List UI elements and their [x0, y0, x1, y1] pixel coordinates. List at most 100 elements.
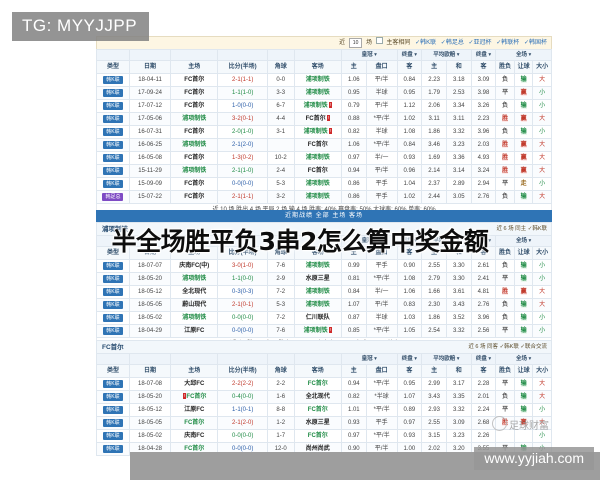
table-row[interactable]: 韩K联 15-11-29 浦项制铁 2-1(1-0) 2-4 FC首尔 0.94 平/半 0.9… — [96, 164, 552, 178]
top-col-header-12[interactable]: 胜负 — [495, 60, 515, 74]
bottom-group-header-2[interactable]: 平均欧赔 ▾ — [421, 353, 472, 365]
same-home-away-checkbox[interactable] — [375, 37, 383, 44]
top-col-header-13[interactable]: 让球 — [513, 60, 534, 74]
bottom-group-header-4[interactable]: 全场 ▾ — [495, 353, 552, 365]
result-handicap: 输 — [513, 190, 534, 204]
mid-control-bar[interactable]: 近 6 场 同主 ✓韩K联 — [496, 223, 547, 236]
mid-col-header-11[interactable]: 客 — [470, 246, 497, 260]
bottom-control-bar[interactable]: 近 6 场 同客 ✓韩K联 ✓联合交流 — [468, 341, 547, 354]
top-col-header-2[interactable]: 主场 — [170, 60, 219, 74]
match-count-select[interactable]: 10 — [348, 38, 363, 48]
bottom-col-header-12[interactable]: 胜负 — [495, 364, 515, 378]
odds-away: 0.93 — [396, 429, 423, 443]
red-card-icon: ! — [328, 128, 332, 134]
league-filter-3[interactable]: ✓韩联杯 — [496, 40, 520, 46]
table-row[interactable]: 韩K联 16-06-25 浦项制铁 2-1(2-0) FC首尔 1.06 *平/半 0.84 3… — [96, 138, 552, 152]
bottom-col-header-5[interactable]: 客场 — [293, 364, 342, 378]
bottom-group-header-1[interactable]: 终盘 ▾ — [396, 353, 423, 365]
away-team: FC首尔 — [293, 164, 342, 178]
bottom-col-header-4[interactable]: 角球 — [266, 364, 295, 378]
result-handicap: 赢 — [513, 164, 534, 178]
away-team: 水原三星 — [293, 272, 342, 286]
table-row[interactable]: 韩K联 18-07-07 庆南FC(中) 3-0(1-0) 7-6 浦项制铁 0.99 平手 0… — [96, 259, 552, 273]
bottom-col-header-1[interactable]: 日期 — [128, 364, 172, 378]
divider-label[interactable]: 近期战绩 全部 主场 客场 — [96, 210, 552, 222]
top-col-header-14[interactable]: 大小 — [532, 60, 552, 74]
top-group-header-2[interactable]: 平均欧赔 ▾ — [421, 49, 472, 61]
top-group-header-1[interactable]: 终盘 ▾ — [396, 49, 423, 61]
odds-home: 0.97 — [340, 151, 367, 165]
table-row[interactable]: 韩K联 17-09-24 FC首尔 1-1(1-0) 3-3 浦项制铁 0.95 半球 0.95… — [96, 86, 552, 100]
top-group-header-4[interactable]: 全场 ▾ — [495, 49, 552, 61]
table-row[interactable]: 韩K联 18-04-11 FC首尔 2-1(1-1) 0-0 浦项制铁 1.06 平/半 0.8… — [96, 73, 552, 87]
top-col-header-5[interactable]: 客场 — [293, 60, 342, 74]
table-row[interactable]: 韩K联 15-09-09 FC首尔 0-0(0-0) 5-3 浦项制铁 0.86 平手 1.04… — [96, 177, 552, 191]
mid-col-header-9[interactable]: 主 — [421, 246, 447, 260]
top-group-header-3[interactable]: 终盘 ▾ — [470, 49, 497, 61]
league-filter-0[interactable]: ✓韩K联 — [415, 40, 437, 46]
bottom-col-header-2[interactable]: 主场 — [170, 364, 219, 378]
bottom-col-header-9[interactable]: 主 — [421, 364, 447, 378]
bottom-col-header-7[interactable]: 盘口 — [365, 364, 398, 378]
cell: 韩K联 — [96, 259, 130, 273]
mid-col-header-13[interactable]: 让球 — [513, 246, 534, 260]
table-row[interactable]: 韩K联 17-05-06 浦项制铁 3-2(0-1) 4-4 FC首尔! 0.88 *平/半 1… — [96, 112, 552, 126]
table-row[interactable]: 韩K联 18-05-05 FC首尔 2-1(2-0) 1-2 水原三星 0.93 平手 0.97… — [96, 416, 552, 430]
mid-col-header-2[interactable]: 主场 — [170, 246, 219, 260]
top-col-header-0[interactable]: 类型 — [96, 60, 130, 74]
bottom-count-select[interactable]: 6 — [475, 344, 479, 350]
table-row[interactable]: 韩K联 18-05-02 浦项制铁 0-0(0-0) 7-2 仁川联队 0.87 半球 1.03… — [96, 311, 552, 325]
top-control-bar[interactable]: 近 10 场 主客相同 ✓韩K联 ✓韩足总 ✓亚冠杯 ✓韩联杯 ✓韩国杯 — [96, 36, 552, 49]
mid-count-select[interactable]: 6 — [503, 226, 507, 232]
bottom-col-header-13[interactable]: 让球 — [513, 364, 534, 378]
top-col-header-7[interactable]: 盘口 — [365, 60, 398, 74]
bottom-col-header-8[interactable]: 客 — [396, 364, 423, 378]
table-row[interactable]: 韩K联 18-05-12 江原FC 1-1(0-1) 8-8 FC首尔 1.01 *平/半 0.… — [96, 403, 552, 417]
table-row[interactable]: 韩K联 16-07-31 FC首尔 2-0(1-0) 3-1 浦项制铁! 0.82 半球 1.0… — [96, 125, 552, 139]
bottom-league-filter-0[interactable]: ✓韩K联 — [499, 344, 519, 350]
top-col-header-9[interactable]: 主 — [421, 60, 447, 74]
league-filter-4[interactable]: ✓韩国杯 — [523, 40, 547, 46]
table-row[interactable]: 韩K联 18-07-08 大邱FC 2-2(2-2) 2-2 FC首尔 0.94 *平/半 0.… — [96, 377, 552, 391]
mid-col-header-10[interactable]: 和 — [445, 246, 472, 260]
mid-col-header-3[interactable]: 比分(半场) — [217, 246, 268, 260]
handicap: *半球 — [365, 390, 398, 404]
top-col-header-3[interactable]: 比分(半场) — [217, 60, 268, 74]
table-row[interactable]: 韩K联 18-04-29 江原FC 0-0(0-0) 7-6 浦项制铁! 0.85 *平/半 1… — [96, 324, 552, 338]
bottom-col-header-14[interactable]: 大小 — [532, 364, 552, 378]
table-row[interactable]: 韩K联 17-07-12 FC首尔 1-0(0-0) 6-7 浦项制铁! 0.79 平/半 1.… — [96, 99, 552, 113]
table-row[interactable]: 韩K联 16-05-08 FC首尔 1-3(0-2) 10-2 浦项制铁 0.97 半/一 0.… — [96, 151, 552, 165]
mid-col-header-14[interactable]: 大小 — [532, 246, 552, 260]
league-filter-1[interactable]: ✓韩足总 — [440, 40, 464, 46]
league-filter-2[interactable]: ✓亚冠杯 — [468, 40, 492, 46]
mid-col-header-0[interactable]: 类型 — [96, 246, 130, 260]
mid-league-filter-0[interactable]: ✓韩K联 — [527, 226, 547, 232]
bottom-col-header-10[interactable]: 和 — [445, 364, 472, 378]
table-row[interactable]: 韩K联 18-05-20 !FC首尔 0-4(0-0) 1-6 全北现代 0.82 *半球 1.… — [96, 390, 552, 404]
table-row[interactable]: 韩足总 15-07-22 FC首尔 2-1(1-1) 3-2 浦项制铁 0.86 平手 1.02… — [96, 190, 552, 204]
euro-home: 3.43 — [421, 390, 447, 404]
table-row[interactable]: 韩K联 18-05-20 浦项制铁 1-1(0-0) 2-9 水原三星 0.81 *平/半 1.… — [96, 272, 552, 286]
top-col-header-8[interactable]: 客 — [396, 60, 423, 74]
top-col-header-1[interactable]: 日期 — [128, 60, 172, 74]
euro-home: 2.14 — [421, 164, 447, 178]
bottom-col-header-6[interactable]: 主 — [340, 364, 367, 378]
table-row[interactable]: 韩K联 18-05-05 蔚山现代 2-1(0-1) 5-3 浦项制铁 1.07 平/半 0.8… — [96, 298, 552, 312]
table-row[interactable]: 韩K联 18-05-02 庆南FC 0-0(0-0) 1-7 FC首尔 0.97 *平/半 0.… — [96, 429, 552, 443]
table-row[interactable]: 韩K联 18-05-12 全北现代 0-3(0-3) 7-2 浦项制铁 0.84 半/一 1.0… — [96, 285, 552, 299]
top-group-header-0[interactable]: 皇冠 ▾ — [340, 49, 398, 61]
top-col-header-11[interactable]: 客 — [470, 60, 497, 74]
mid-col-header-1[interactable]: 日期 — [128, 246, 172, 260]
top-col-header-6[interactable]: 主 — [340, 60, 367, 74]
mid-col-header-4[interactable]: 角球 — [266, 246, 295, 260]
bottom-col-header-11[interactable]: 客 — [470, 364, 497, 378]
bottom-group-header-0[interactable]: 皇冠 ▾ — [340, 353, 398, 365]
result-winlose: 负 — [495, 99, 515, 113]
bottom-league-filter-1[interactable]: ✓联合交流 — [520, 344, 547, 350]
bottom-group-header-3[interactable]: 终盘 ▾ — [470, 353, 497, 365]
bottom-col-header-0[interactable]: 类型 — [96, 364, 130, 378]
top-col-header-10[interactable]: 和 — [445, 60, 472, 74]
euro-home: 2.30 — [421, 298, 447, 312]
bottom-col-header-3[interactable]: 比分(半场) — [217, 364, 268, 378]
top-col-header-4[interactable]: 角球 — [266, 60, 295, 74]
